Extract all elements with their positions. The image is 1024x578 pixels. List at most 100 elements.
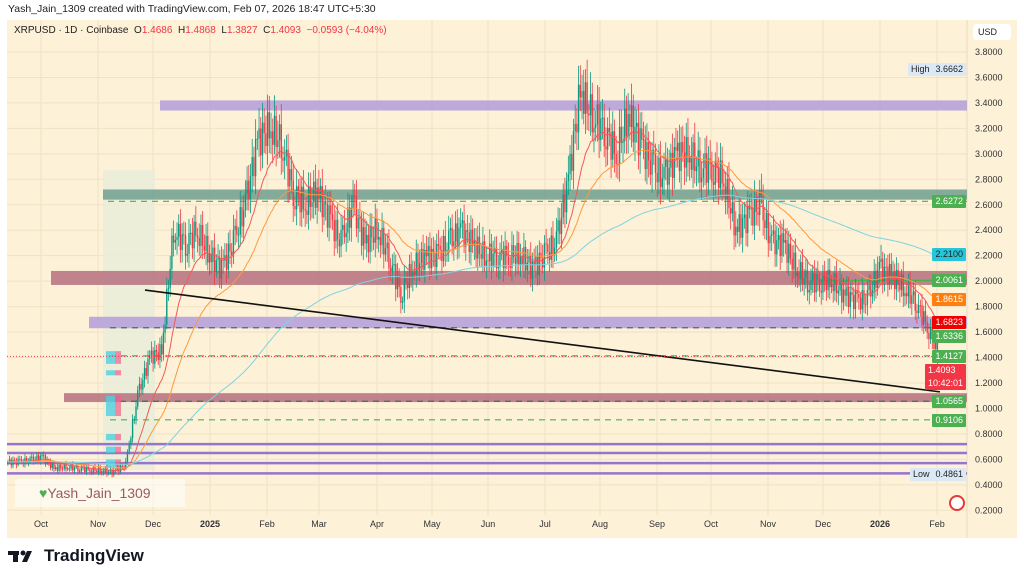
candle-body xyxy=(275,115,277,147)
candle-body xyxy=(417,252,419,271)
candle-body xyxy=(878,261,881,270)
candle-body xyxy=(530,255,532,279)
candle-body xyxy=(242,210,245,227)
candle-body xyxy=(639,128,641,156)
candle-body xyxy=(287,149,289,187)
candle-body xyxy=(909,282,911,304)
candle-body xyxy=(391,265,394,272)
symbol-legend: XRPUSD · 1D · Coinbase O1.4686 H1.4868 L… xyxy=(14,25,387,36)
candle-body xyxy=(205,235,207,251)
price-zone xyxy=(160,100,967,111)
candle-body xyxy=(410,264,412,279)
candle-body xyxy=(521,256,523,265)
candle-body xyxy=(495,247,498,269)
candle-body xyxy=(427,245,429,257)
candle-body xyxy=(244,193,247,211)
candle-body xyxy=(162,332,165,355)
candle-body xyxy=(801,262,804,285)
time-axis-label: Nov xyxy=(759,519,777,529)
candle-body xyxy=(759,189,761,216)
candle-body xyxy=(876,269,879,288)
candle-body xyxy=(227,243,229,270)
candle-body xyxy=(333,220,335,242)
badge-label: High xyxy=(907,63,933,77)
candle-body xyxy=(762,196,764,221)
candle-body xyxy=(678,142,681,172)
candle-body xyxy=(456,223,458,247)
candle-body xyxy=(15,461,18,465)
candle-body xyxy=(675,147,677,151)
symbol-info[interactable]: XRPUSD · 1D · Coinbase xyxy=(14,25,129,36)
candle-body xyxy=(36,455,38,460)
candle-body xyxy=(434,252,436,267)
volume-profile-bar xyxy=(115,395,121,409)
price-tick-label: 2.8000 xyxy=(975,174,1003,184)
candle-body xyxy=(916,310,918,314)
price-badge: 2.6272 xyxy=(932,195,966,209)
candle-body xyxy=(301,186,303,213)
candle-body xyxy=(37,455,40,462)
candle-body xyxy=(740,214,742,238)
candle-body xyxy=(374,218,376,243)
candle-body xyxy=(195,221,197,236)
candle-body xyxy=(851,292,853,296)
price-tick-label: 3.8000 xyxy=(975,47,1003,57)
price-badge: 0.9106 xyxy=(932,413,966,427)
candle-body xyxy=(858,294,860,298)
candle-body xyxy=(164,324,166,333)
candle-body xyxy=(771,234,773,237)
candle-body xyxy=(757,211,759,216)
candle-body xyxy=(543,243,546,268)
candle-body xyxy=(338,239,341,247)
volume-profile-bar xyxy=(106,459,115,467)
candle-body xyxy=(381,227,383,246)
candle-body xyxy=(468,232,470,253)
candle-body xyxy=(866,290,869,305)
candle-body xyxy=(347,207,349,233)
candle-body xyxy=(825,280,828,291)
candle-body xyxy=(654,154,657,173)
candle-body xyxy=(186,253,188,256)
candle-body xyxy=(169,268,171,288)
candle-body xyxy=(733,202,735,236)
candle-body xyxy=(297,186,300,195)
candle-body xyxy=(463,220,465,247)
candle-body xyxy=(482,241,484,259)
candle-body xyxy=(272,131,274,145)
currency-button[interactable]: USD xyxy=(973,24,1011,40)
time-axis-label: Mar xyxy=(311,519,327,529)
candle-body xyxy=(747,205,749,234)
candle-body xyxy=(892,272,894,277)
volume-profile-bar xyxy=(115,446,121,453)
candle-body xyxy=(393,264,395,266)
candle-body xyxy=(853,295,855,310)
candle-body xyxy=(555,231,558,248)
candle-body xyxy=(437,243,440,246)
badge-label: Low xyxy=(909,467,933,481)
candle-body xyxy=(914,291,916,311)
candle-body xyxy=(97,467,100,473)
candle-body xyxy=(514,257,517,264)
close-value: 1.4093 xyxy=(270,25,301,36)
candle-body xyxy=(319,186,322,199)
candle-body xyxy=(765,213,768,228)
candle-body xyxy=(295,186,298,210)
candle-body xyxy=(579,84,581,98)
candle-body xyxy=(507,256,510,265)
candle-body xyxy=(731,202,734,214)
candle-body xyxy=(552,235,554,255)
volume-profile-bar xyxy=(115,408,121,417)
candle-body xyxy=(550,235,552,260)
candle-body xyxy=(812,273,814,281)
candle-body xyxy=(451,228,453,247)
candle-body xyxy=(774,230,776,255)
candle-body xyxy=(466,230,469,233)
candle-body xyxy=(386,242,388,249)
candle-body xyxy=(231,251,233,256)
candle-body xyxy=(533,261,535,266)
candle-body xyxy=(535,256,537,266)
price-badge: 2.0061 xyxy=(932,274,966,288)
candle-body xyxy=(113,470,115,475)
candle-body xyxy=(96,470,98,473)
